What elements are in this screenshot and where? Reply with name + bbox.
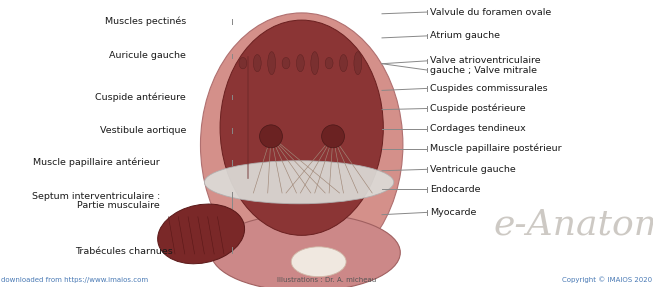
Text: downloaded from https://www.imaios.com: downloaded from https://www.imaios.com: [1, 277, 148, 283]
Ellipse shape: [200, 13, 403, 277]
Text: Partie musculaire: Partie musculaire: [71, 201, 160, 210]
Ellipse shape: [204, 161, 394, 204]
Text: Cordages tendineux: Cordages tendineux: [430, 124, 526, 133]
Ellipse shape: [296, 55, 304, 72]
Text: Ventricule gauche: Ventricule gauche: [430, 165, 515, 174]
Text: Valvule du foramen ovale: Valvule du foramen ovale: [430, 7, 551, 17]
Ellipse shape: [340, 55, 347, 72]
Text: Copyright © IMAIOS 2020: Copyright © IMAIOS 2020: [562, 276, 652, 283]
Ellipse shape: [157, 204, 245, 264]
Text: Muscles pectinés: Muscles pectinés: [105, 17, 186, 26]
Ellipse shape: [354, 52, 362, 75]
Text: Trabécules charnues: Trabécules charnues: [75, 247, 173, 256]
Ellipse shape: [311, 52, 319, 75]
Ellipse shape: [260, 125, 283, 148]
Ellipse shape: [268, 52, 276, 75]
Text: Cuspides commissurales: Cuspides commissurales: [430, 84, 547, 93]
Text: Muscle papillaire postérieur: Muscle papillaire postérieur: [430, 144, 562, 154]
Ellipse shape: [220, 20, 383, 235]
Text: Septum interventriculaire :: Septum interventriculaire :: [32, 191, 160, 201]
Ellipse shape: [322, 125, 345, 148]
Text: Muscle papillaire antérieur: Muscle papillaire antérieur: [33, 158, 160, 168]
Ellipse shape: [211, 214, 400, 287]
Text: Vestibule aortique: Vestibule aortique: [100, 126, 186, 135]
Ellipse shape: [325, 57, 333, 69]
Text: Endocarde: Endocarde: [430, 185, 480, 194]
Text: Atrium gauche: Atrium gauche: [430, 31, 500, 40]
Text: e-Anatomy: e-Anatomy: [493, 208, 653, 242]
Text: Valve atrioventriculaire: Valve atrioventriculaire: [430, 56, 540, 65]
Text: Cuspide antérieure: Cuspide antérieure: [95, 92, 186, 102]
Text: Auricule gauche: Auricule gauche: [109, 51, 186, 61]
Text: Myocarde: Myocarde: [430, 208, 476, 217]
Ellipse shape: [253, 55, 261, 72]
Ellipse shape: [239, 57, 247, 69]
Ellipse shape: [282, 57, 290, 69]
Text: gauche ; Valve mitrale: gauche ; Valve mitrale: [430, 65, 537, 75]
Text: Illustrations : Dr. A. micheau: Illustrations : Dr. A. micheau: [277, 277, 376, 283]
Ellipse shape: [291, 247, 346, 277]
Text: Cuspide postérieure: Cuspide postérieure: [430, 104, 525, 113]
